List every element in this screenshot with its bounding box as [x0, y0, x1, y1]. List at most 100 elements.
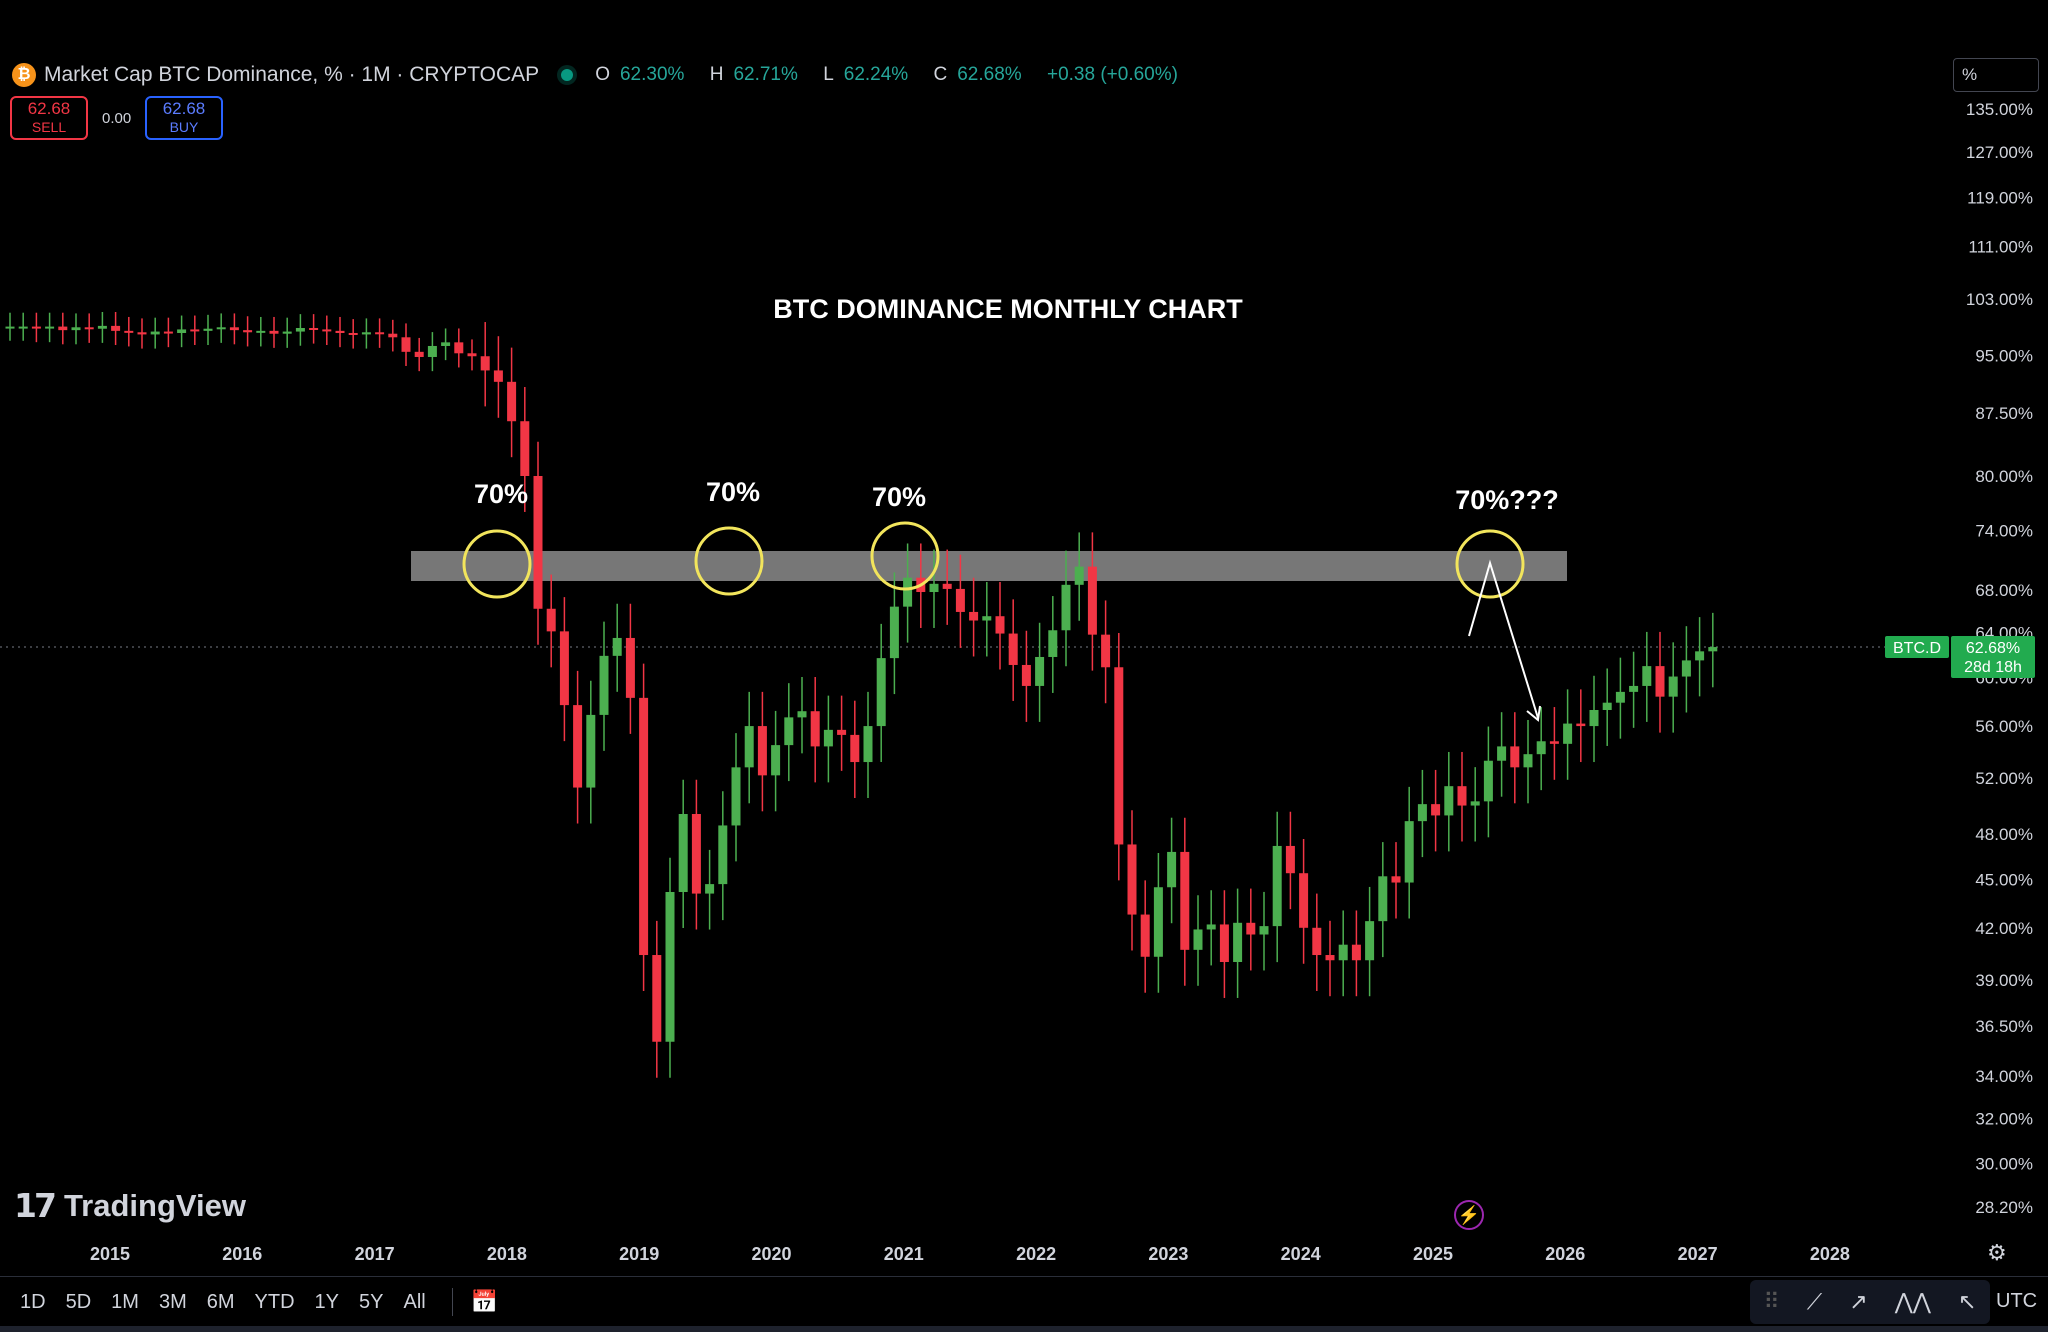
candle-body	[124, 330, 134, 333]
market-status-icon	[561, 69, 574, 81]
timeframe-6m[interactable]: 6M	[206, 1290, 235, 1313]
candle-body	[269, 330, 279, 334]
x-tick-label: 2016	[222, 1244, 262, 1264]
candle-body	[1035, 656, 1045, 686]
highlight-circle-1	[462, 529, 532, 599]
candle-body	[282, 331, 292, 334]
candle-body	[889, 606, 899, 659]
candle-body	[784, 717, 794, 746]
candle-body	[1431, 804, 1441, 816]
candle-body	[1365, 921, 1375, 961]
timezone-label[interactable]: UTC	[1996, 1290, 2038, 1312]
timeframe-ytd[interactable]: YTD	[254, 1290, 295, 1313]
sell-price: 62.68	[27, 99, 71, 118]
timeframe-5d[interactable]: 5D	[65, 1290, 92, 1313]
timeframe-all[interactable]: All	[403, 1290, 426, 1313]
bitcoin-icon: ₿	[12, 63, 36, 87]
candle-body	[1140, 914, 1150, 957]
candle-body	[1272, 845, 1282, 927]
candle-body	[929, 583, 939, 593]
x-tick-label: 2020	[751, 1244, 791, 1264]
pattern-tool-icon[interactable]: ⋀⋀	[1894, 1289, 1931, 1314]
timeframe-3m[interactable]: 3M	[158, 1290, 187, 1313]
candle-body	[1668, 676, 1678, 697]
candle-body	[1021, 664, 1031, 686]
horizontal-scrollbar[interactable]	[0, 1326, 2048, 1332]
ohlc-open: 62.30%	[619, 64, 685, 85]
x-tick-label: 2023	[1148, 1244, 1188, 1264]
x-tick-label: 2017	[355, 1244, 395, 1264]
candle-body	[1576, 723, 1586, 727]
candle-body	[995, 616, 1005, 634]
chart-header: ₿ Market Cap BTC Dominance, % · 1M · CRY…	[12, 60, 1188, 90]
y-tick-label: 52.00%	[1975, 769, 2033, 788]
annotation-label-3: 70%	[872, 482, 926, 512]
ray-tool-icon[interactable]: ↗	[1849, 1289, 1868, 1314]
calendar-range-icon[interactable]: 📅	[470, 1289, 499, 1314]
tradingview-wordmark: TradingView	[63, 1187, 246, 1223]
settings-gear-icon[interactable]: ⚙	[1987, 1240, 2007, 1265]
candle-body	[137, 332, 147, 335]
sell-button[interactable]: 62.68 SELL	[10, 96, 88, 140]
unit-selector[interactable]: %	[1953, 58, 2039, 92]
candle-body	[744, 726, 754, 768]
candle-body	[441, 342, 451, 346]
candle-body	[1351, 944, 1361, 961]
projection-arrow-head	[1526, 705, 1541, 722]
candle-body	[97, 325, 107, 329]
x-axis[interactable]: 2015 2016 2017 2018 2019 2020 2021 2022 2023 2024…	[90, 1244, 1850, 1264]
timeframe-1m[interactable]: 1M	[111, 1290, 139, 1313]
candle-body	[691, 814, 701, 894]
y-tick-label: 111.00%	[1968, 237, 2033, 256]
timeframe-1d[interactable]: 1D	[20, 1290, 46, 1313]
candle-body	[1233, 922, 1243, 962]
candle-body	[652, 955, 662, 1042]
candle-body	[1312, 927, 1322, 956]
candle-body	[1444, 786, 1454, 816]
candle-body	[1457, 786, 1467, 806]
candle-body	[1642, 666, 1652, 686]
candle-body	[1074, 566, 1084, 585]
ohlc-close: 62.68%	[957, 64, 1022, 85]
candle-body	[546, 608, 556, 632]
candle-body	[348, 332, 358, 335]
x-tick-label: 2015	[90, 1244, 130, 1264]
lightning-icon[interactable]: ⚡	[1454, 1200, 1484, 1230]
candle-body	[1153, 887, 1163, 957]
timeframe-5y[interactable]: 5Y	[359, 1290, 384, 1313]
resistance-zone	[411, 551, 1567, 581]
x-tick-label: 2025	[1413, 1244, 1453, 1264]
buy-button[interactable]: 62.68 BUY	[145, 96, 223, 140]
candle-body	[111, 325, 121, 331]
y-tick-label: 56.00%	[1975, 717, 2033, 736]
candle-body	[1325, 955, 1335, 961]
y-tick-label: 103.00%	[1966, 290, 2033, 309]
candle-body	[1206, 924, 1216, 930]
x-tick-label: 2019	[619, 1244, 659, 1264]
symbol-title[interactable]: Market Cap BTC Dominance, % · 1M · CRYPT…	[44, 63, 540, 86]
candle-body	[705, 884, 715, 894]
candle-body	[1404, 821, 1414, 883]
y-tick-label: 74.00%	[1975, 522, 2033, 541]
candle-body	[533, 476, 543, 609]
y-axis[interactable]: 135.00% 127.00% 119.00% 111.00% 103.00% 95.00…	[1966, 100, 2033, 1217]
x-tick-label: 2028	[1810, 1244, 1850, 1264]
chart-title: BTC DOMINANCE MONTHLY CHART	[773, 294, 1243, 324]
candle-body	[507, 381, 517, 422]
ohlc-low: 62.24%	[843, 64, 909, 85]
candle-body	[625, 637, 635, 698]
candle-body	[322, 329, 332, 332]
tradingview-logo: 𝟭𝟳 TradingView	[14, 1186, 246, 1225]
candle-body	[982, 616, 992, 621]
timeframe-1y[interactable]: 1Y	[314, 1290, 340, 1313]
candle-body	[1338, 944, 1348, 961]
candle-body	[1299, 873, 1309, 928]
candle-body	[678, 814, 688, 892]
candle-body	[454, 342, 464, 354]
candle-body	[1549, 741, 1559, 744]
trend-line-icon[interactable]: ⟋	[1806, 1289, 1823, 1314]
drag-handle-icon[interactable]: ⠿	[1763, 1289, 1780, 1314]
cursor-icon[interactable]: ↖	[1957, 1289, 1977, 1314]
candle-body	[256, 330, 266, 333]
